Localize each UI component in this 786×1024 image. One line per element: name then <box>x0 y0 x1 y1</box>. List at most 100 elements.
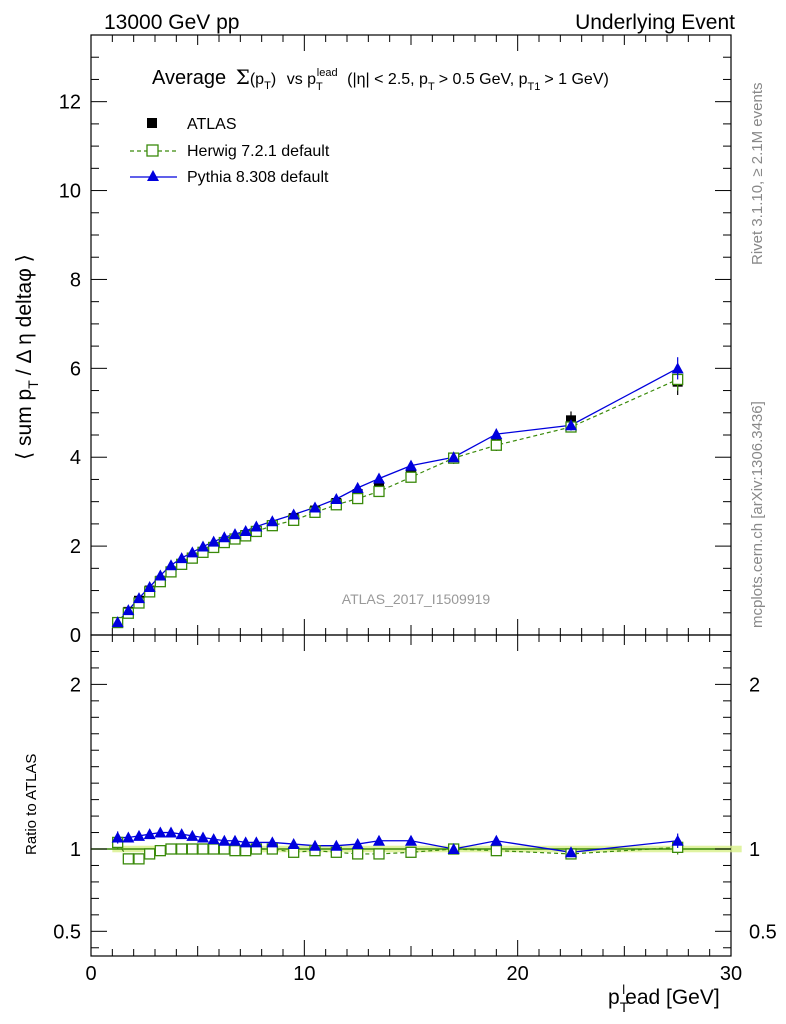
y-tick-label-main: 4 <box>70 447 81 469</box>
pythia-point <box>373 472 385 484</box>
pythia-point <box>490 428 503 440</box>
pythia-ratio-point <box>229 834 241 846</box>
pythia-point <box>143 581 156 592</box>
herwig-ratio-point <box>352 848 364 860</box>
pythia-ratio-point <box>405 834 417 846</box>
herwig-ratio-point <box>490 844 502 857</box>
y-tick-label-ratio-right: 2 <box>749 674 760 696</box>
main-y-axis-label: ⟨ sum pT/ Δ η deltaφ ⟩ <box>13 254 41 460</box>
pythia-ratio-point <box>143 828 156 840</box>
herwig-ratio-point <box>373 848 385 860</box>
pythia-ratio-point <box>330 839 343 851</box>
pythia-ratio-point <box>250 836 263 848</box>
pythia-point <box>175 552 188 564</box>
pythia-ratio-point <box>565 846 577 858</box>
x-axis-label: pTlead [GeV] <box>608 982 720 1015</box>
y-tick-label-main: 2 <box>70 536 81 558</box>
pythia-point <box>122 604 135 616</box>
pythia-point <box>447 451 460 463</box>
pythia-ratio-point <box>133 829 145 841</box>
pythia-ratio-point <box>122 831 135 843</box>
pythia-line <box>117 367 678 623</box>
legend-label-herwig: Herwig 7.2.1 default <box>187 143 330 160</box>
ratio-plot-frame <box>90 634 732 957</box>
y-tick-label-ratio-right: 1 <box>749 839 760 861</box>
header-right: Underlying Event <box>575 11 735 34</box>
pythia-point <box>287 508 300 520</box>
y-tick-label-main: 8 <box>70 269 81 291</box>
herwig-point <box>373 485 385 498</box>
pythia-point <box>133 592 145 604</box>
title-average: Average <box>152 67 226 89</box>
x-tick-label: 20 <box>507 963 529 985</box>
herwig-line <box>117 378 678 624</box>
y-tick-label-main: 10 <box>59 181 81 203</box>
pythia-ratio-point <box>218 834 231 846</box>
herwig-ratio-point <box>154 844 166 857</box>
ratio-y-axis-label: Ratio to ATLAS <box>23 754 40 855</box>
legend-label-pythia: Pythia 8.308 default <box>187 169 329 186</box>
y-tick-label-ratio-right: 0.5 <box>749 921 777 943</box>
pythia-ratio-point <box>207 833 220 845</box>
herwig-ratio-point <box>133 853 145 865</box>
pythia-ratio-point <box>490 834 503 846</box>
y-tick-label-ratio: 0.5 <box>53 921 81 943</box>
pythia-ratio-point <box>671 834 684 846</box>
herwig-ratio-point <box>165 843 177 855</box>
legend-label-atlas: ATLAS <box>187 116 237 133</box>
pythia-point <box>154 569 167 581</box>
y-tick-label-main: 0 <box>70 625 81 647</box>
herwig-ratio-point <box>176 843 188 855</box>
y-tick-label-ratio: 1 <box>70 839 81 861</box>
pythia-ratio-point <box>309 839 321 851</box>
y-tick-label-main: 12 <box>59 92 81 114</box>
herwig-ratio-point <box>229 844 241 857</box>
pythia-point <box>207 535 220 547</box>
herwig-ratio-point <box>405 846 417 858</box>
y-tick-label-main: 6 <box>70 358 81 380</box>
pythia-point <box>309 501 321 513</box>
pythia-ratio-point <box>373 834 385 846</box>
pythia-ratio-point <box>239 836 252 848</box>
main-plot-marks <box>111 357 684 629</box>
pythia-ratio-point <box>154 826 167 838</box>
x-tick-label: 30 <box>720 963 742 985</box>
legend: ATLAS Herwig 7.2.1 default Pythia 8.308 … <box>130 116 330 186</box>
herwig-ratio-point <box>197 843 209 855</box>
analysis-watermark: ATLAS_2017_I1509919 <box>342 591 491 607</box>
herwig-ratio-point <box>186 843 198 855</box>
pythia-ratio-point <box>111 831 124 843</box>
pythia-point <box>165 559 177 571</box>
pythia-point <box>671 362 684 374</box>
pythia-point <box>111 616 124 628</box>
herwig-ratio-point <box>208 843 220 855</box>
pythia-ratio-point <box>266 836 279 848</box>
mcplots-label: mcplots.cern.ch [arXiv:1306.3436] <box>749 401 766 628</box>
pythia-ratio-point <box>165 826 177 838</box>
pythia-point <box>405 459 417 471</box>
y-tick-label-ratio: 2 <box>70 674 81 696</box>
pythia-ratio-point <box>287 838 300 850</box>
pythia-point <box>330 493 343 504</box>
pythia-point <box>351 481 364 493</box>
pythia-point <box>229 528 241 540</box>
pythia-ratio-point <box>351 838 364 850</box>
pythia-point <box>186 546 199 558</box>
herwig-point <box>490 439 502 451</box>
herwig-ratio-point <box>122 853 134 865</box>
pythia-point <box>197 540 209 552</box>
pythia-ratio-point <box>175 828 188 840</box>
plot-title: Average Σ(pT) vs pTlead (|η| < 2.5, pT > … <box>152 59 609 93</box>
header-left: 13000 GeV pp <box>104 11 239 34</box>
pythia-point <box>218 531 231 543</box>
herwig-point <box>352 492 364 505</box>
pythia-ratio-point <box>447 843 460 854</box>
pythia-point <box>565 419 577 431</box>
herwig-ratio-point <box>144 848 156 860</box>
legend-marker-atlas <box>147 118 157 128</box>
pythia-ratio-point <box>197 831 209 843</box>
rivet-label: Rivet 3.1.10, ≥ 2.1M events <box>749 83 766 266</box>
legend-marker-herwig <box>146 144 159 157</box>
ratio-plot-marks <box>111 826 684 865</box>
